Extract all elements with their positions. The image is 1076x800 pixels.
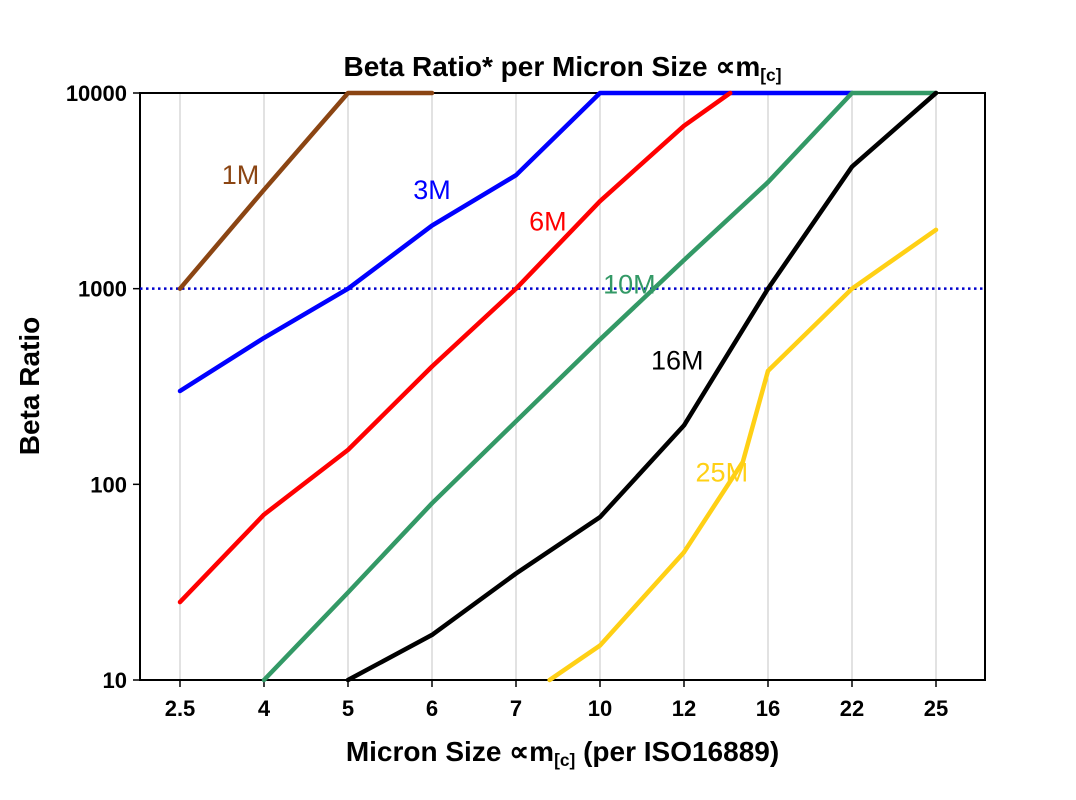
x-tick-label: 6: [426, 696, 438, 721]
series-label-25M: 25M: [696, 457, 749, 487]
x-tick-label: 4: [258, 696, 271, 721]
x-tick-label: 25: [924, 696, 948, 721]
series-line-16M: [345, 90, 939, 683]
y-tick-label: 100: [90, 472, 127, 497]
y-tick-label: 1000: [78, 277, 127, 302]
series-line-25M: [547, 227, 939, 683]
x-tick-label: 2.5: [165, 696, 196, 721]
x-tick-label: 5: [342, 696, 354, 721]
x-axis-title-suffix: (per ISO16889): [575, 736, 780, 767]
x-axis-title-subscript: [c]: [554, 749, 576, 770]
series-label-16M: 16M: [651, 345, 704, 375]
chart-title: Beta Ratio* per Micron Size ∝m[c]: [140, 50, 985, 86]
x-tick-label: 12: [672, 696, 696, 721]
series-label-10M: 10M: [603, 270, 656, 300]
x-tick-label: 22: [840, 696, 864, 721]
y-tick-label: 10: [103, 668, 127, 693]
series-line-10M: [261, 90, 939, 683]
series-line-3M: [177, 90, 855, 394]
plot-border: [139, 92, 986, 681]
chart-title-subscript: [c]: [760, 64, 782, 85]
chart-title-text: Beta Ratio* per Micron Size ∝m: [343, 51, 761, 82]
series-label-3M: 3M: [413, 175, 451, 205]
series-line-6M: [177, 90, 733, 605]
x-axis-title-text: Micron Size ∝m: [345, 736, 555, 767]
x-tick-label: 10: [588, 696, 612, 721]
x-axis-title: Micron Size ∝m[c] (per ISO16889): [140, 735, 985, 771]
x-tick-label: 7: [510, 696, 522, 721]
series-label-1M: 1M: [222, 160, 260, 190]
series-label-6M: 6M: [529, 207, 567, 237]
y-tick-label: 10000: [66, 81, 127, 106]
x-tick-label: 16: [756, 696, 780, 721]
series-line-1M: [177, 90, 435, 291]
